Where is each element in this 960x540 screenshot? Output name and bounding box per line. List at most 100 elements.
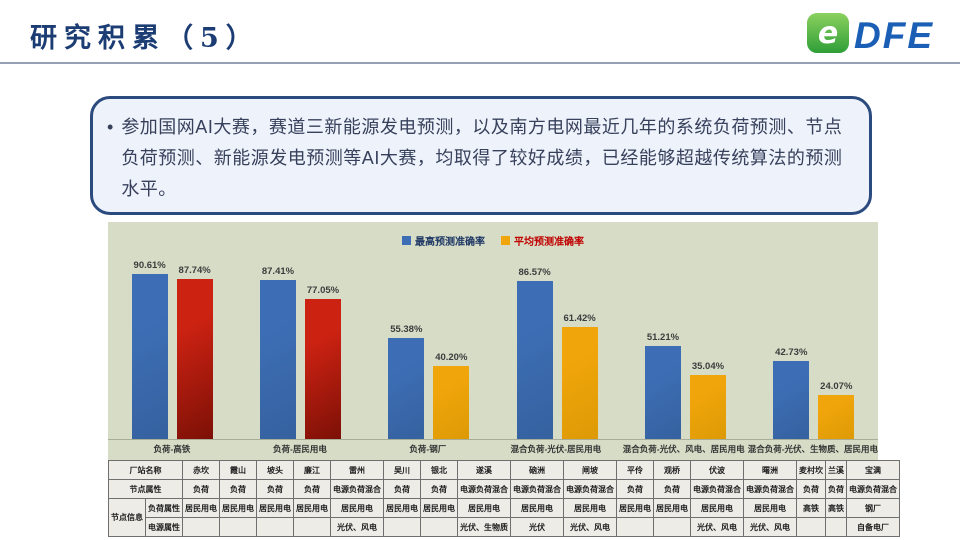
category-label: 负荷-钢厂 [409,443,447,454]
logo-text: DFE [854,15,934,56]
table-cell: 负荷 [256,479,294,499]
table-cell: 负荷 [219,479,257,499]
legend-label: 平均预测准确率 [514,236,584,248]
table-cell: 光伏、风电 [330,517,384,537]
svg-text:e: e [818,16,838,51]
table-cell: 宝满 [846,460,900,480]
table-cell: 光伏、风电 [743,517,797,537]
bar-value-label: 42.73% [775,347,808,359]
table-cell: 居民用电 [457,498,511,518]
table-cell: 电源负荷混合 [846,479,900,499]
table-row: 厂站名称 赤坎 霞山 坡头 廉江 雷州 吴川 银北 遂溪 硇洲 闸坡 平伶 观桥 伏波 曙洲 麦村坎 兰溪 宝满 [108,460,900,480]
bar: 24.07% [818,381,855,439]
accuracy-bar-chart: 最高预测准确率 平均预测准确率 90.61% 87.74% 87.41% 77.05% 5… [108,222,878,460]
table-cell: 居民用电 [293,498,331,518]
bar-value-label: 61.42% [563,313,596,325]
table-cell: 高铁 [796,498,826,518]
table-cell [420,517,458,537]
table-cell: 电源负荷混合 [563,479,617,499]
table-cell: 负荷 [825,479,847,499]
bar: 51.21% [644,332,681,439]
table-cell: 居民用电 [256,498,294,518]
table-cell: 居民用电 [510,498,564,518]
bar-value-label: 51.21% [646,331,680,343]
table-cell: 自备电厂 [846,517,900,537]
table-header-cell: 节点信息 [108,498,146,537]
table-cell: 兰溪 [825,460,847,480]
table-cell: 负荷 [420,479,458,499]
table-cell [293,517,331,537]
table-cell: 居民用电 [383,498,421,518]
bar: 55.38% [388,324,425,439]
table-cell [256,517,294,537]
plot-groups: 90.61% 87.74% 87.41% 77.05% 55.38% 40.20% 86.5… [108,257,878,439]
table-cell: 居民用电 [182,498,220,518]
legend-item: 平均预测准确率 [501,233,584,248]
table-cell: 廉江 [293,460,331,480]
bar-value-label: 35.04% [691,361,725,373]
legend-item: 最高预测准确率 [402,233,485,248]
bar-value-label: 55.38% [390,324,423,336]
chart-legend: 最高预测准确率 平均预测准确率 [108,222,878,248]
table-cell [653,517,691,537]
company-logo: e DFE [806,12,934,59]
table-header-cell: 厂站名称 [108,460,183,480]
bar-group: 86.57% 61.42% [493,267,621,439]
station-table-body: 厂站名称 赤坎 霞山 坡头 廉江 雷州 吴川 银北 遂溪 硇洲 闸坡 平伶 观桥 伏波 曙洲 麦村坎 兰溪 宝满节… [108,460,900,537]
table-cell: 光伏、风电 [690,517,744,537]
bar: 35.04% [689,361,726,439]
table-cell: 高铁 [825,498,847,518]
table-cell: 硇洲 [510,460,564,480]
table-cell: 吴川 [383,460,421,480]
bar: 87.74% [176,265,213,439]
bar-value-label: 24.07% [820,381,853,393]
table-cell: 负荷 [653,479,691,499]
bar: 61.42% [561,313,598,439]
category-label: 混合负荷-光伏-居民用电 [510,443,602,454]
table-cell: 电源负荷混合 [330,479,384,499]
legend-label: 最高预测准确率 [415,236,485,248]
table-cell: 霞山 [219,460,257,480]
table-cell: 光伏 [510,517,564,537]
bar: 77.05% [304,285,341,439]
bullet-marker: • [107,117,114,137]
table-cell: 电源负荷混合 [743,479,797,499]
table-cell: 负荷 [796,479,826,499]
table-header-cell: 负荷属性 [145,498,183,518]
summary-text: 参加国网AI大赛，赛道三新能源发电预测，以及南方电网最近几年的系统负荷预测、节点… [121,117,843,199]
category-label: 混合负荷-光伏、生物质、居民用电 [747,443,879,454]
table-header-cell: 电源属性 [145,517,183,537]
table-cell: 平伶 [616,460,654,480]
table-cell [182,517,220,537]
table-cell [383,517,421,537]
bar: 86.57% [516,267,553,439]
page-title: 研究积累（5） [30,23,260,54]
bar-group: 55.38% 40.20% [365,324,493,439]
table-cell: 伏波 [690,460,744,480]
table-row: 节点属性 负荷 负荷 负荷 负荷 电源负荷混合 负荷 负荷 电源负荷混合 电源负荷混合 电源负荷混合… [108,479,900,499]
table-cell: 负荷 [182,479,220,499]
table-cell: 居民用电 [330,498,384,518]
table-cell: 银北 [420,460,458,480]
table-cell: 遂溪 [457,460,511,480]
station-table: 厂站名称 赤坎 霞山 坡头 廉江 雷州 吴川 银北 遂溪 硇洲 闸坡 平伶 观桥 伏波 曙洲 麦村坎 兰溪 宝满节… [108,460,900,537]
table-cell: 居民用电 [653,498,691,518]
bar-group: 51.21% 35.04% [621,332,749,439]
table-cell: 观桥 [653,460,691,480]
station-table-wrap: 厂站名称 赤坎 霞山 坡头 廉江 雷州 吴川 银北 遂溪 硇洲 闸坡 平伶 观桥 伏波 曙洲 麦村坎 兰溪 宝满节… [108,460,900,537]
legend-swatch [402,235,411,245]
table-cell: 曙洲 [743,460,797,480]
bar-value-label: 40.20% [435,351,468,363]
summary-callout: • 参加国网AI大赛，赛道三新能源发电预测，以及南方电网最近几年的系统负荷预测、… [90,96,872,215]
table-header-cell: 节点属性 [108,479,183,499]
table-cell [219,517,257,537]
table-cell: 电源负荷混合 [690,479,744,499]
bar-value-label: 87.74% [178,265,211,277]
table-cell [796,517,826,537]
table-cell [825,517,847,537]
table-row: 电源属性 光伏、风电 光伏、生物质 光伏 光伏、风电 光伏、风电 光伏、风电 自备电厂 [109,517,900,537]
table-cell: 居民用电 [690,498,744,518]
bar: 42.73% [773,347,810,439]
table-cell: 电源负荷混合 [457,479,511,499]
title-divider [0,62,960,64]
